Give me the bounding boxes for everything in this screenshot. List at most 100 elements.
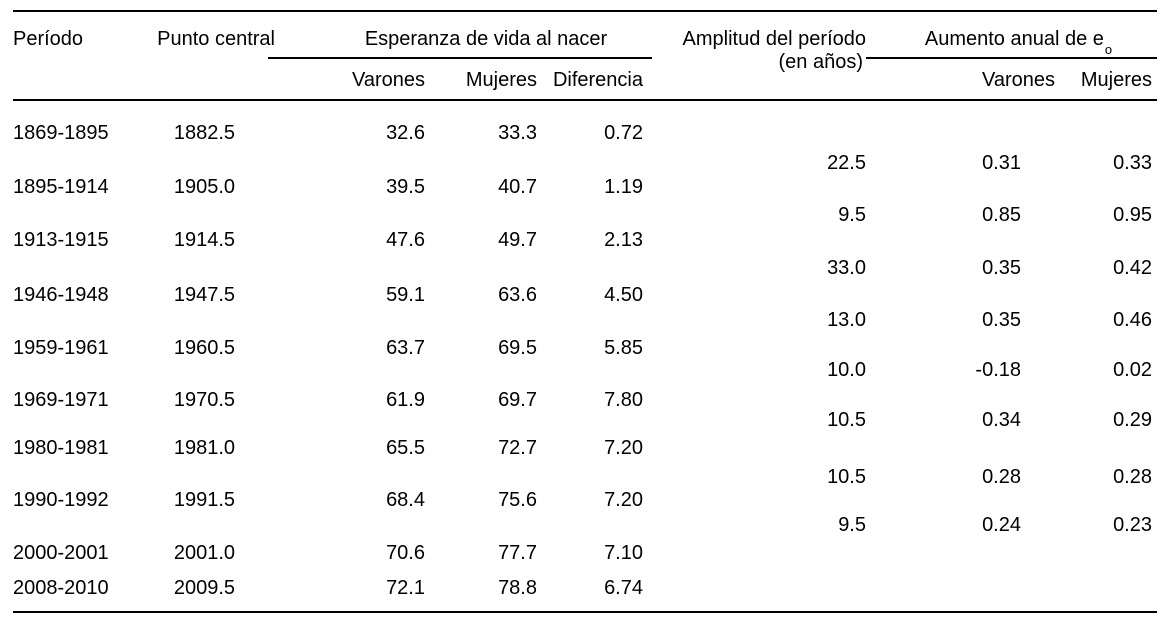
cell-punto-central: 2009.5 [173, 577, 235, 599]
cell-ev-varones: 47.6 [386, 229, 425, 251]
cell-ev-varones: 32.6 [386, 122, 425, 144]
cell-au-mujeres: 0.46 [1113, 309, 1152, 331]
cell-amplitud: 33.0 [827, 257, 866, 279]
table-row: 1913-1915 1914.5 47.6 49.7 2.13 [0, 228, 1174, 252]
cell-ev-mujeres: 75.6 [498, 489, 537, 511]
cell-ev-varones: 61.9 [386, 389, 425, 411]
cell-ev-diferencia: 0.72 [604, 122, 643, 144]
header-au-varones: Varones [981, 69, 1055, 91]
cell-ev-diferencia: 7.20 [604, 437, 643, 459]
cell-periodo: 1990-1992 [13, 489, 109, 511]
table-row: 1969-1971 1970.5 61.9 69.7 7.80 [0, 388, 1174, 412]
cell-punto-central: 1914.5 [173, 229, 235, 251]
cell-periodo: 1895-1914 [13, 176, 109, 198]
cell-au-varones: 0.34 [982, 409, 1021, 431]
cell-au-mujeres: 0.02 [1113, 359, 1152, 381]
cell-periodo: 1980-1981 [13, 437, 109, 459]
cell-periodo: 1959-1961 [13, 337, 109, 359]
header-amplitud-line1: Amplitud del período [682, 28, 866, 50]
cell-punto-central: 1960.5 [173, 337, 235, 359]
cell-ev-varones: 65.5 [386, 437, 425, 459]
table-inter-row: 22.5 0.31 0.33 [0, 151, 1174, 175]
cell-au-varones: 0.35 [982, 309, 1021, 331]
cell-au-mujeres: 0.95 [1113, 204, 1152, 226]
cell-ev-mujeres: 69.7 [498, 389, 537, 411]
cell-amplitud: 22.5 [827, 152, 866, 174]
header-aumento-base: Aumento anual de e [924, 28, 1104, 50]
esperanza-group-underline [268, 57, 652, 59]
cell-au-mujeres: 0.42 [1113, 257, 1152, 279]
header-ev-mujeres: Mujeres [465, 69, 537, 91]
cell-au-varones: 0.35 [982, 257, 1021, 279]
table-row: 1959-1961 1960.5 63.7 69.5 5.85 [0, 336, 1174, 360]
bottom-rule [13, 611, 1157, 613]
header-punto-central: Punto central [157, 28, 275, 50]
cell-amplitud: 9.5 [838, 204, 866, 226]
header-esperanza-group: Esperanza de vida al nacer [364, 28, 608, 50]
cell-punto-central: 1991.5 [173, 489, 235, 511]
table-inter-row: 10.5 0.28 0.28 [0, 465, 1174, 489]
cell-amplitud: 10.5 [827, 466, 866, 488]
cell-ev-diferencia: 1.19 [604, 176, 643, 198]
cell-ev-mujeres: 63.6 [498, 284, 537, 306]
header-aumento-group: Aumento anual de eo [868, 27, 1168, 56]
table-inter-row: 13.0 0.35 0.46 [0, 308, 1174, 332]
header-rule [13, 99, 1157, 101]
cell-ev-varones: 68.4 [386, 489, 425, 511]
cell-ev-diferencia: 6.74 [604, 577, 643, 599]
table-inter-row: 10.5 0.34 0.29 [0, 408, 1174, 432]
cell-ev-diferencia: 7.80 [604, 389, 643, 411]
cell-ev-mujeres: 77.7 [498, 542, 537, 564]
table-inter-row: 10.0 -0.18 0.02 [0, 358, 1174, 382]
cell-ev-varones: 39.5 [386, 176, 425, 198]
cell-au-mujeres: 0.28 [1113, 466, 1152, 488]
cell-amplitud: 10.5 [827, 409, 866, 431]
table-inter-row: 9.5 0.24 0.23 [0, 513, 1174, 537]
cell-periodo: 1869-1895 [13, 122, 109, 144]
cell-ev-varones: 63.7 [386, 337, 425, 359]
top-rule [13, 10, 1157, 12]
cell-au-varones: 0.85 [982, 204, 1021, 226]
table-row: 1869-1895 1882.5 32.6 33.3 0.72 [0, 121, 1174, 145]
table-row: 2008-2010 2009.5 72.1 78.8 6.74 [0, 576, 1174, 600]
cell-punto-central: 2001.0 [173, 542, 235, 564]
table-row: 1895-1914 1905.0 39.5 40.7 1.19 [0, 175, 1174, 199]
cell-au-mujeres: 0.33 [1113, 152, 1152, 174]
cell-periodo: 1969-1971 [13, 389, 109, 411]
header-amplitud-line2: (en años) [778, 51, 864, 73]
cell-au-varones: 0.28 [982, 466, 1021, 488]
cell-punto-central: 1905.0 [173, 176, 235, 198]
table-inter-row: 33.0 0.35 0.42 [0, 256, 1174, 280]
header-ev-diferencia: Diferencia [552, 69, 643, 91]
cell-periodo: 1946-1948 [13, 284, 109, 306]
table-row: 1990-1992 1991.5 68.4 75.6 7.20 [0, 488, 1174, 512]
cell-ev-mujeres: 69.5 [498, 337, 537, 359]
cell-ev-mujeres: 33.3 [498, 122, 537, 144]
cell-ev-diferencia: 7.20 [604, 489, 643, 511]
cell-au-varones: 0.31 [982, 152, 1021, 174]
header-periodo: Período [13, 28, 84, 50]
cell-ev-diferencia: 5.85 [604, 337, 643, 359]
cell-amplitud: 9.5 [838, 514, 866, 536]
cell-punto-central: 1981.0 [173, 437, 235, 459]
cell-periodo: 1913-1915 [13, 229, 109, 251]
aumento-group-underline [866, 57, 1157, 59]
table-row: 1946-1948 1947.5 59.1 63.6 4.50 [0, 283, 1174, 307]
cell-au-mujeres: 0.23 [1113, 514, 1152, 536]
cell-au-varones: 0.24 [982, 514, 1021, 536]
table-inter-row: 9.5 0.85 0.95 [0, 203, 1174, 227]
cell-ev-diferencia: 4.50 [604, 284, 643, 306]
cell-ev-diferencia: 7.10 [604, 542, 643, 564]
cell-ev-varones: 72.1 [386, 577, 425, 599]
header-ev-varones: Varones [351, 69, 425, 91]
cell-ev-mujeres: 72.7 [498, 437, 537, 459]
table-row: 1980-1981 1981.0 65.5 72.7 7.20 [0, 436, 1174, 460]
cell-ev-varones: 70.6 [386, 542, 425, 564]
cell-amplitud: 13.0 [827, 309, 866, 331]
cell-ev-diferencia: 2.13 [604, 229, 643, 251]
cell-au-varones: -0.18 [975, 359, 1021, 381]
cell-au-mujeres: 0.29 [1113, 409, 1152, 431]
header-au-mujeres: Mujeres [1080, 69, 1152, 91]
cell-ev-varones: 59.1 [386, 284, 425, 306]
